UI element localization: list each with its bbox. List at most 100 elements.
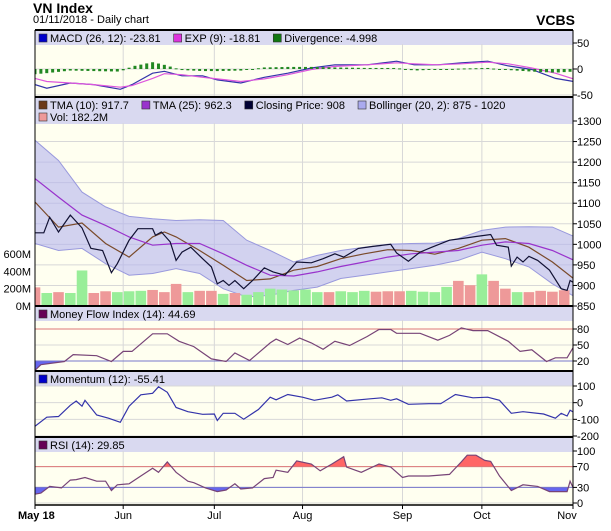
x-tick-label: Sep xyxy=(393,510,413,522)
series-line-tma-10 xyxy=(35,201,573,282)
divergence-bar xyxy=(162,64,166,69)
legend-label: EXP (9): -18.81 xyxy=(185,33,261,45)
divergence-bar xyxy=(515,69,519,71)
y-tick-label: 80 xyxy=(577,324,589,336)
series-line-money-flow-index-14 xyxy=(35,327,573,371)
divergence-bar xyxy=(327,67,331,69)
volume-bar xyxy=(300,289,311,306)
series-line-tma-25 xyxy=(35,178,573,277)
y-tick-label: 0 xyxy=(577,64,583,76)
volume-bar xyxy=(370,291,382,306)
legend-label: Closing Price: 908 xyxy=(256,100,345,112)
divergence-bar xyxy=(209,69,213,72)
divergence-bar xyxy=(568,69,572,72)
divergence-bar xyxy=(192,69,196,71)
divergence-bar xyxy=(286,66,290,69)
legend-swatch xyxy=(38,309,48,319)
divergence-bar xyxy=(392,67,396,69)
plot-area xyxy=(35,327,573,371)
legend-label: Divergence: -4.998 xyxy=(284,33,377,45)
volume-bar xyxy=(347,292,358,306)
divergence-bar xyxy=(533,69,537,72)
divergence-bar xyxy=(80,69,84,71)
volume-bar xyxy=(76,270,88,306)
x-tick-label: Aug xyxy=(293,510,313,522)
legend-label: MACD (26, 12): -23.81 xyxy=(50,33,161,45)
legend-swatch xyxy=(38,100,48,110)
volume-bar xyxy=(417,291,429,306)
divergence-bar xyxy=(386,67,390,69)
legend-swatch xyxy=(38,112,48,122)
y-tick-label: 100 xyxy=(577,446,595,458)
divergence-bar xyxy=(51,69,55,73)
volume-bar xyxy=(159,292,170,306)
volume-bar xyxy=(335,291,347,306)
volume-bar xyxy=(206,290,217,306)
legend-swatch xyxy=(38,374,48,384)
volume-bar xyxy=(358,290,370,306)
divergence-bar xyxy=(268,67,272,69)
divergence-bar xyxy=(315,67,319,69)
volume-bar xyxy=(464,285,476,306)
divergence-bar xyxy=(456,68,460,70)
volume-tick-label: 600M xyxy=(3,249,31,261)
divergence-bar xyxy=(545,69,549,73)
series-line-macd-26-12 xyxy=(35,60,573,90)
volume-bar xyxy=(276,289,288,306)
legend-label: TMA (10): 917.7 xyxy=(50,100,129,112)
x-tick-label: Jun xyxy=(114,510,132,522)
legend-band xyxy=(35,307,573,321)
divergence-bar xyxy=(362,67,366,69)
divergence-bar xyxy=(468,68,472,70)
volume-bar xyxy=(558,290,570,306)
divergence-bar xyxy=(562,69,566,73)
series-line-exp-9 xyxy=(35,61,573,88)
divergence-bar xyxy=(115,69,119,72)
panel-mfi: 80 50 20 Money Flow Index (14): 44.69 xyxy=(34,305,589,371)
divergence-bar xyxy=(245,69,249,70)
divergence-bar xyxy=(221,69,225,71)
divergence-bar xyxy=(251,69,255,70)
y-tick-label: 100 xyxy=(577,381,595,393)
y-tick-label: 20 xyxy=(577,356,589,368)
y-tick-label: 1100 xyxy=(577,198,601,210)
volume-bar xyxy=(323,292,335,306)
volume-bar xyxy=(253,292,264,306)
volume-bar xyxy=(217,293,229,306)
legend-swatch xyxy=(272,33,282,43)
divergence-bar xyxy=(486,67,490,69)
divergence-bar xyxy=(145,63,149,69)
series-line-rsi-14 xyxy=(35,454,573,495)
divergence-bar xyxy=(309,66,313,69)
divergence-bar xyxy=(198,69,202,71)
y-tick-label: 1050 xyxy=(577,219,601,231)
volume-bar xyxy=(394,291,405,306)
volume-bar xyxy=(488,280,499,306)
y-tick-label: 70 xyxy=(577,462,589,474)
divergence-bar xyxy=(156,63,160,69)
plot-area xyxy=(35,139,573,306)
brand-logo-text: VCBS xyxy=(536,12,575,28)
y-tick-label: 0 xyxy=(577,398,583,410)
divergence-bar xyxy=(527,69,531,72)
divergence-bar xyxy=(356,67,360,69)
divergence-bar xyxy=(474,68,478,70)
legend-label: Money Flow Index (14): 44.69 xyxy=(50,309,196,321)
panel-rsi: 100 70 30 0 RSI (14): 29.85 xyxy=(34,436,595,510)
x-tick-label: Oct xyxy=(473,510,490,522)
divergence-bar xyxy=(298,66,302,69)
divergence-bar xyxy=(415,69,419,71)
y-tick-label: 30 xyxy=(577,482,589,494)
divergence-bar xyxy=(133,65,137,69)
divergence-bar xyxy=(39,69,43,74)
y-tick-label: 1250 xyxy=(577,137,601,149)
x-tick-label: May 18 xyxy=(18,510,55,522)
legend-band xyxy=(35,31,573,45)
volume-tick-label: 0M xyxy=(16,301,31,313)
y-tick-label: -100 xyxy=(577,414,599,426)
volume-bar xyxy=(511,292,523,306)
divergence-bar xyxy=(433,69,437,70)
legend-label: Vol: 182.2M xyxy=(50,112,108,124)
legend-band xyxy=(35,372,573,386)
